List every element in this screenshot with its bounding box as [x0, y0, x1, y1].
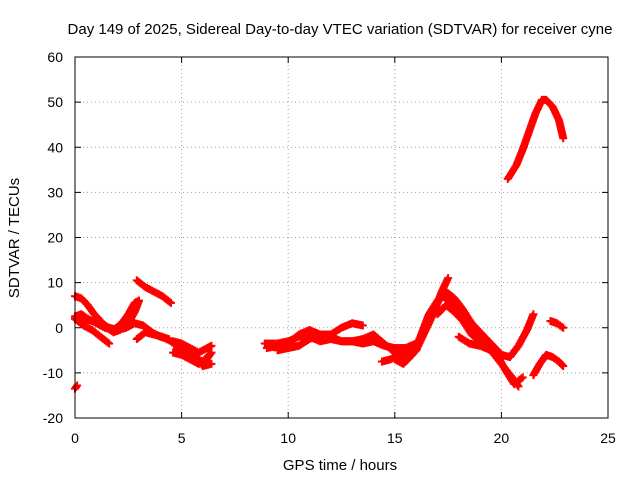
x-tick-label: 25 — [600, 430, 616, 446]
x-tick-label: 20 — [494, 430, 510, 446]
data-point — [559, 134, 568, 143]
y-tick-label: 60 — [47, 49, 63, 65]
series-seg16 — [412, 292, 538, 362]
y-tick-label: 20 — [47, 230, 63, 246]
series-seg01 — [71, 381, 82, 393]
grid-lines — [75, 57, 608, 418]
x-axis-label: GPS time / hours — [283, 457, 397, 474]
plot-frame — [74, 56, 609, 419]
data-point — [166, 298, 175, 307]
data-points — [71, 95, 568, 393]
series-seg20 — [529, 350, 568, 380]
y-axis-label: SDTVAR / TECUs — [6, 178, 23, 298]
y-tick-label: 0 — [55, 320, 63, 336]
series-seg04 — [71, 292, 143, 337]
data-point — [518, 373, 527, 382]
data-point — [134, 296, 143, 305]
x-tick-label: 15 — [387, 430, 403, 446]
series-seg21 — [546, 316, 568, 332]
chart-title: Day 149 of 2025, Sidereal Day-to-day VTE… — [68, 21, 613, 38]
data-point — [529, 310, 538, 319]
data-point — [207, 341, 216, 350]
y-tick-label: 30 — [47, 184, 63, 200]
y-tick-label: -20 — [43, 410, 63, 426]
x-tick-label: 10 — [280, 430, 296, 446]
y-tick-label: 10 — [47, 275, 63, 291]
data-point — [559, 362, 568, 371]
data-point — [514, 382, 523, 391]
data-point — [358, 321, 367, 330]
data-point — [207, 359, 216, 368]
axis-ticks: 0 5 10 15 20 25 -20 -10 0 10 20 30 40 50 60 — [43, 49, 616, 446]
x-tick-label: 0 — [71, 430, 79, 446]
data-point — [207, 348, 216, 357]
series-seg18 — [454, 332, 523, 391]
y-tick-label: 40 — [47, 139, 63, 155]
data-point — [444, 274, 453, 283]
series-seg10 — [173, 344, 216, 371]
y-tick-label: -10 — [43, 365, 63, 381]
data-point — [73, 381, 82, 390]
data-point — [105, 339, 114, 348]
y-tick-label: 50 — [47, 94, 63, 110]
x-tick-label: 5 — [178, 430, 186, 446]
series-seg06 — [132, 276, 175, 307]
series-seg19 — [503, 95, 568, 183]
data-point — [559, 323, 568, 332]
